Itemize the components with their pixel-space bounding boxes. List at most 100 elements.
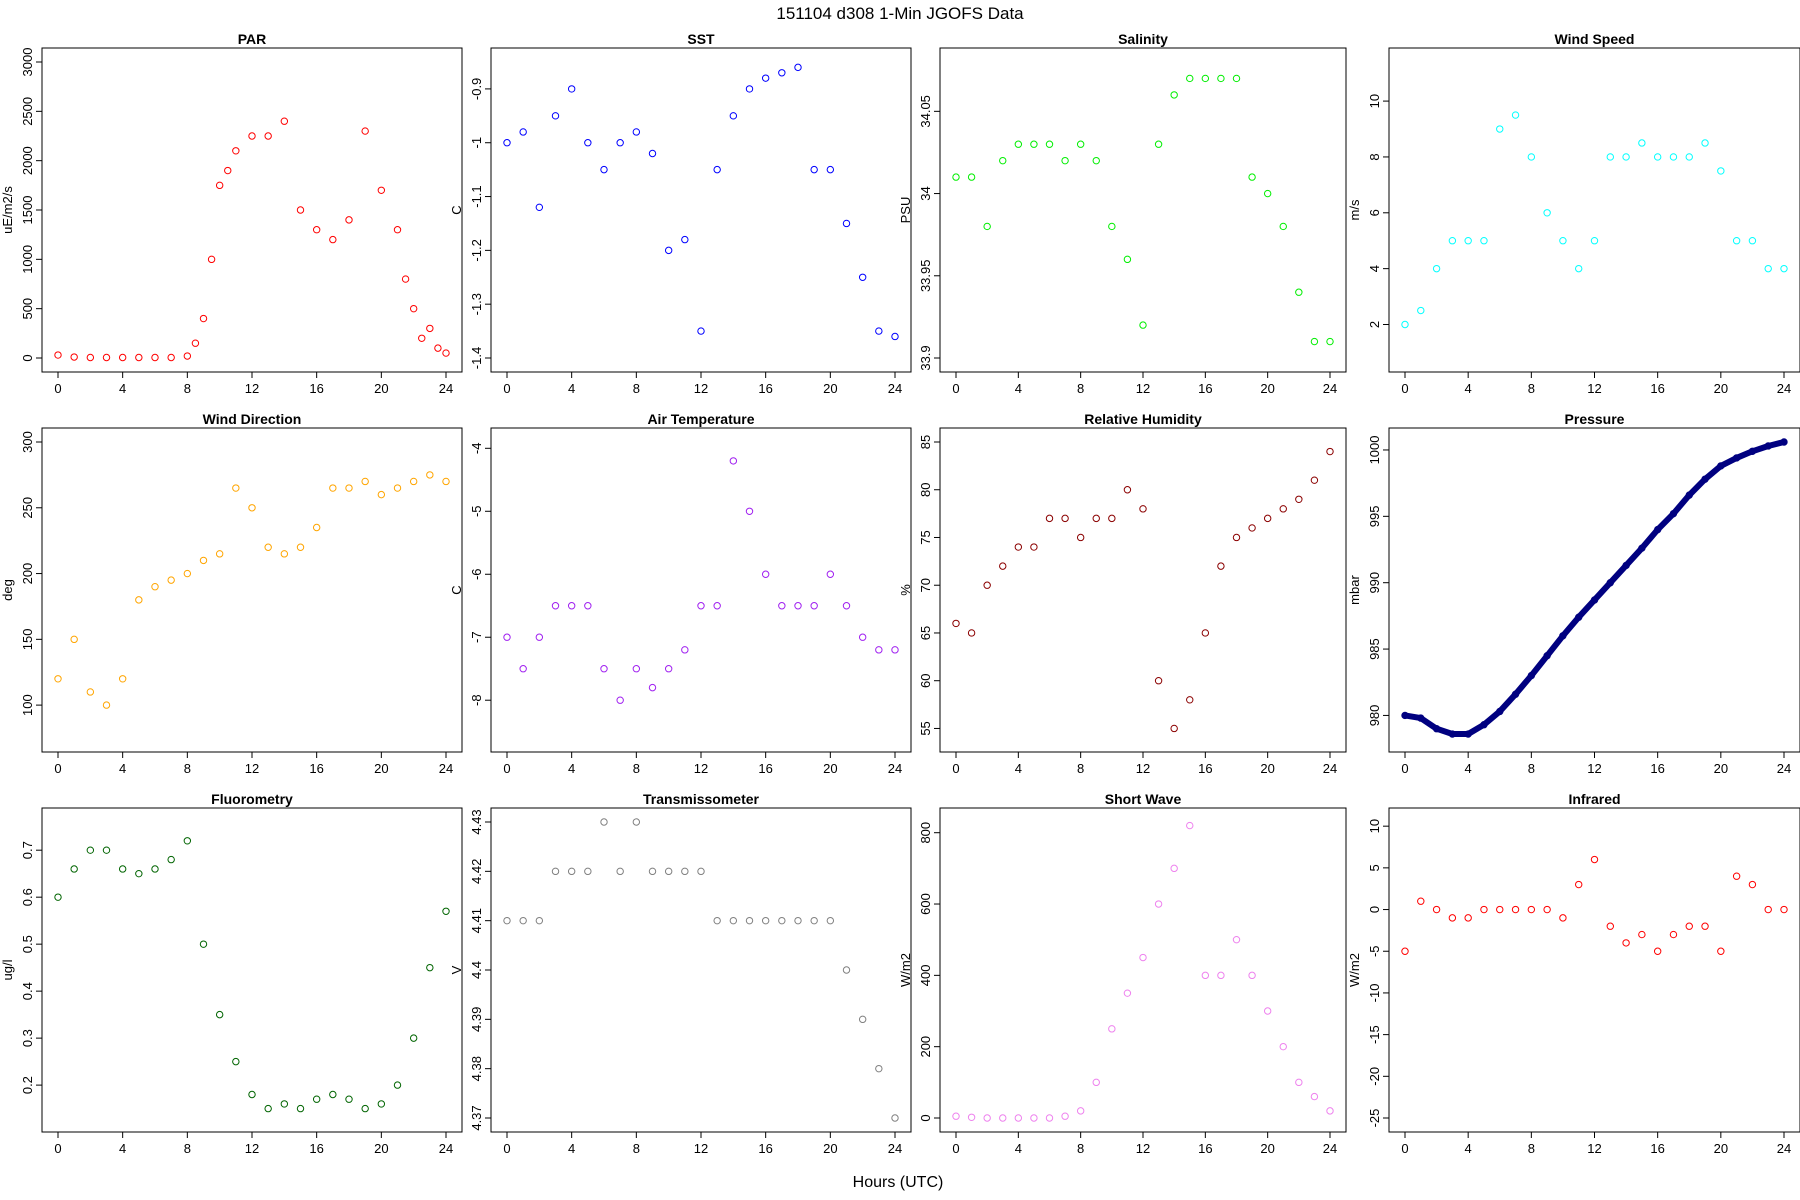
- short-wave-point: [1030, 1114, 1038, 1122]
- par-xtick-label: 20: [374, 381, 388, 396]
- fluorometry-point: [102, 846, 111, 854]
- wind-direction-point: [183, 569, 192, 578]
- pressure-plot-frame: [1388, 427, 1800, 753]
- air-temperature-xtick-label: 16: [758, 761, 772, 776]
- relative-humidity-point: [1061, 514, 1069, 523]
- sst-panel: SST 0 4 8 12 16 20 24 -1.4 -1.3 -1.2 -1.1 -1 -0.9 C: [449, 31, 912, 396]
- pressure-point: [1669, 509, 1678, 518]
- infrared-point: [1511, 905, 1520, 914]
- infrared-ytick-label: 5: [1367, 864, 1382, 871]
- wind-direction-title: Wind Direction: [203, 411, 302, 427]
- infrared-point: [1717, 947, 1725, 955]
- sst-point: [891, 332, 899, 341]
- salinity-point: [1263, 189, 1272, 198]
- fluorometry-point: [183, 837, 192, 845]
- wind-speed-point: [1527, 153, 1536, 161]
- transmissometer-point: [551, 867, 560, 876]
- transmissometer-ylabel: V: [449, 965, 464, 974]
- short-wave-point: [1092, 1078, 1100, 1087]
- relative-humidity-point: [1092, 514, 1100, 523]
- infrared-point: [1480, 905, 1488, 914]
- wind-direction-ytick-label: 250: [20, 497, 35, 519]
- air-temperature-point: [616, 696, 624, 704]
- infrared-point: [1748, 880, 1757, 889]
- air-temperature-point: [713, 602, 721, 610]
- relative-humidity-ylabel: %: [898, 584, 913, 596]
- wind-speed-xtick-label: 20: [1714, 381, 1728, 396]
- fluorometry-xtick-label: 20: [374, 1141, 388, 1156]
- relative-humidity-point: [1076, 533, 1085, 542]
- relative-humidity-point: [1217, 562, 1225, 570]
- relative-humidity-ytick-label: 65: [918, 626, 933, 640]
- pressure-point: [1732, 454, 1741, 462]
- wind-speed-point: [1732, 237, 1741, 245]
- air-temperature-ytick-label: -7: [469, 631, 484, 643]
- sst-ytick-label: -0.9: [469, 78, 484, 100]
- infrared-ytick-label: -5: [1367, 945, 1382, 957]
- fluorometry-point: [167, 855, 175, 864]
- pressure-point: [1527, 671, 1536, 680]
- wind-speed-point: [1575, 264, 1583, 273]
- air-temperature-point: [875, 646, 883, 654]
- relative-humidity-point: [952, 619, 960, 628]
- relative-humidity-ytick-label: 75: [918, 530, 933, 544]
- fluorometry-xtick-label: 0: [54, 1141, 61, 1156]
- fluorometry-point: [54, 893, 62, 901]
- fluorometry-xtick-label: 12: [245, 1141, 259, 1156]
- short-wave-point: [952, 1112, 960, 1120]
- transmissometer-point: [648, 867, 657, 876]
- par-point: [418, 334, 426, 342]
- relative-humidity-series: [952, 447, 1334, 733]
- fluorometry-xtick-label: 24: [439, 1141, 453, 1156]
- air-temperature-panel: Air Temperature 0 4 8 12 16 20 24 -8 -7 -6 -5 -4 C: [449, 411, 912, 776]
- sst-point: [761, 74, 770, 82]
- salinity-point: [1014, 140, 1023, 148]
- salinity-point: [1108, 222, 1116, 231]
- pressure-series: [1401, 438, 1788, 738]
- wind-speed-point: [1701, 139, 1709, 147]
- par-point: [207, 255, 216, 264]
- wind-speed-point: [1780, 264, 1788, 273]
- sst-plot-frame: [490, 47, 912, 373]
- par-ytick-label: 2000: [20, 146, 35, 175]
- par-ytick-label: 1500: [20, 196, 35, 225]
- pressure-point: [1511, 690, 1520, 698]
- salinity-point: [1045, 140, 1054, 148]
- par-xtick-label: 4: [119, 381, 126, 396]
- air-temperature-point: [503, 633, 511, 641]
- transmissometer-point: [664, 867, 673, 876]
- infrared-point: [1622, 939, 1630, 947]
- short-wave-xtick-label: 0: [952, 1141, 959, 1156]
- sst-point: [875, 327, 883, 335]
- sst-ytick-label: -1.1: [469, 185, 484, 207]
- wind-direction-point: [329, 484, 337, 492]
- transmissometer-xtick-label: 20: [823, 1141, 837, 1156]
- transmissometer-point: [519, 916, 527, 925]
- wind-direction-xtick-label: 12: [245, 761, 259, 776]
- par-point: [199, 314, 208, 323]
- transmissometer-point: [810, 916, 818, 925]
- pressure-xtick-label: 16: [1650, 761, 1664, 776]
- short-wave-title: Short Wave: [1105, 791, 1182, 807]
- air-temperature-point: [551, 602, 560, 610]
- par-ytick-label: 500: [20, 298, 35, 320]
- fluorometry-point: [135, 869, 143, 878]
- air-temperature-point: [681, 646, 689, 654]
- transmissometer-title: Transmissometer: [643, 791, 759, 807]
- transmissometer-point: [761, 916, 770, 925]
- short-wave-point: [1061, 1112, 1069, 1120]
- infrared-ytick-label: -10: [1367, 984, 1382, 1003]
- short-wave-point: [1326, 1107, 1334, 1115]
- pressure-point: [1496, 707, 1504, 716]
- wind-direction-point: [296, 543, 305, 551]
- transmissometer-point: [503, 916, 511, 925]
- relative-humidity-point: [1232, 533, 1241, 542]
- wind-speed-series: [1401, 111, 1788, 329]
- wind-direction-panel: Wind Direction 0 4 8 12 16 20 24 100 150 200 250 300…: [0, 411, 463, 776]
- short-wave-ytick-label: 0: [918, 1114, 933, 1121]
- wind-speed-point: [1717, 167, 1725, 175]
- salinity-point: [1279, 222, 1287, 231]
- wind-speed-point: [1590, 237, 1599, 245]
- par-ytick-label: 1000: [20, 245, 35, 274]
